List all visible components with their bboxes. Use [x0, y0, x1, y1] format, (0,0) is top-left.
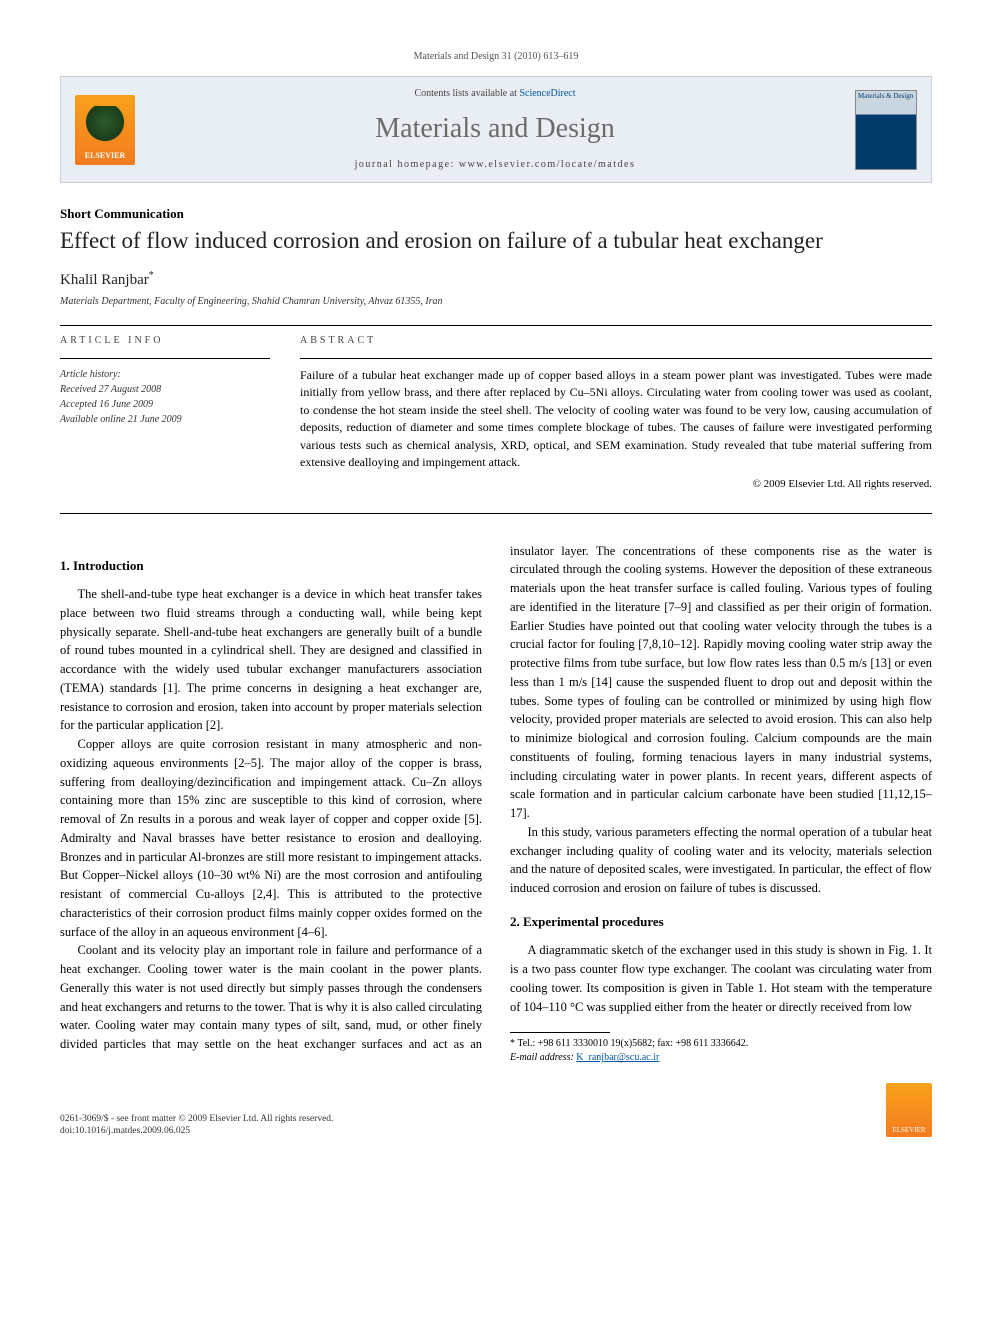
journal-name: Materials and Design: [149, 109, 841, 148]
divider-top: [60, 325, 932, 326]
page-root: Materials and Design 31 (2010) 613–619 E…: [0, 0, 992, 1187]
contents-line: Contents lists available at ScienceDirec…: [149, 87, 841, 101]
article-title: Effect of flow induced corrosion and ero…: [60, 227, 932, 255]
homepage-prefix: journal homepage:: [355, 159, 459, 170]
abstract-label: ABSTRACT: [300, 334, 932, 348]
elsevier-logo: ELSEVIER: [75, 95, 135, 165]
intro-heading: 1. Introduction: [60, 556, 482, 576]
author-name: Khalil Ranjbar*: [60, 269, 932, 291]
page-footer: 0261-3069/$ - see front matter © 2009 El…: [60, 1083, 932, 1137]
footer-left: 0261-3069/$ - see front matter © 2009 El…: [60, 1113, 333, 1138]
footnote-tel: * Tel.: +98 611 3330010 19(x)5682; fax: …: [510, 1037, 932, 1051]
intro-p2: Copper alloys are quite corrosion resist…: [60, 735, 482, 941]
divider-bottom: [60, 513, 932, 514]
footer-publisher-label: ELSEVIER: [892, 1126, 925, 1136]
sciencedirect-link[interactable]: ScienceDirect: [519, 88, 575, 99]
journal-banner: ELSEVIER Contents lists available at Sci…: [60, 76, 932, 183]
article-history: Article history: Received 27 August 2008…: [60, 367, 270, 427]
email-label: E-mail address:: [510, 1052, 574, 1063]
received-date: Received 27 August 2008: [60, 382, 270, 397]
contents-prefix: Contents lists available at: [414, 88, 519, 99]
article-info-label: ARTICLE INFO: [60, 334, 270, 348]
abstract-rule: [300, 358, 932, 359]
publisher-label: ELSEVIER: [85, 150, 125, 161]
experimental-heading: 2. Experimental procedures: [510, 912, 932, 932]
body-columns: 1. Introduction The shell-and-tube type …: [60, 542, 932, 1066]
spacer: [60, 522, 932, 542]
footer-line1: 0261-3069/$ - see front matter © 2009 El…: [60, 1113, 333, 1125]
article-type: Short Communication: [60, 205, 932, 223]
homepage-line: journal homepage: www.elsevier.com/locat…: [149, 158, 841, 172]
history-label: Article history:: [60, 367, 270, 382]
footnote-separator: [510, 1032, 610, 1033]
homepage-url: www.elsevier.com/locate/matdes: [459, 159, 636, 170]
intro-p1: The shell-and-tube type heat exchanger i…: [60, 585, 482, 735]
abstract-column: ABSTRACT Failure of a tubular heat excha…: [300, 334, 932, 493]
info-abstract-row: ARTICLE INFO Article history: Received 2…: [60, 334, 932, 493]
intro-p4: In this study, various parameters effect…: [510, 823, 932, 898]
exp-p1: A diagrammatic sketch of the exchanger u…: [510, 941, 932, 1016]
abstract-text: Failure of a tubular heat exchanger made…: [300, 367, 932, 471]
author-text: Khalil Ranjbar: [60, 272, 149, 288]
running-header: Materials and Design 31 (2010) 613–619: [60, 50, 932, 64]
footnote-block: * Tel.: +98 611 3330010 19(x)5682; fax: …: [510, 1037, 932, 1065]
author-mark: *: [149, 270, 154, 281]
email-link[interactable]: K_ranjbar@scu.ac.ir: [576, 1052, 659, 1063]
footer-doi: doi:10.1016/j.matdes.2009.06.025: [60, 1125, 333, 1137]
accepted-date: Accepted 16 June 2009: [60, 397, 270, 412]
footnote-email-row: E-mail address: K_ranjbar@scu.ac.ir: [510, 1051, 932, 1065]
journal-cover-thumb: Materials & Design: [855, 90, 917, 170]
affiliation: Materials Department, Faculty of Enginee…: [60, 295, 932, 309]
elsevier-footer-logo: ELSEVIER: [886, 1083, 932, 1137]
abstract-copyright: © 2009 Elsevier Ltd. All rights reserved…: [300, 477, 932, 492]
article-info-column: ARTICLE INFO Article history: Received 2…: [60, 334, 270, 493]
cover-caption: Materials & Design: [858, 93, 914, 101]
online-date: Available online 21 June 2009: [60, 412, 270, 427]
elsevier-tree-icon: [85, 106, 125, 146]
banner-center: Contents lists available at ScienceDirec…: [149, 87, 841, 172]
info-rule: [60, 358, 270, 359]
